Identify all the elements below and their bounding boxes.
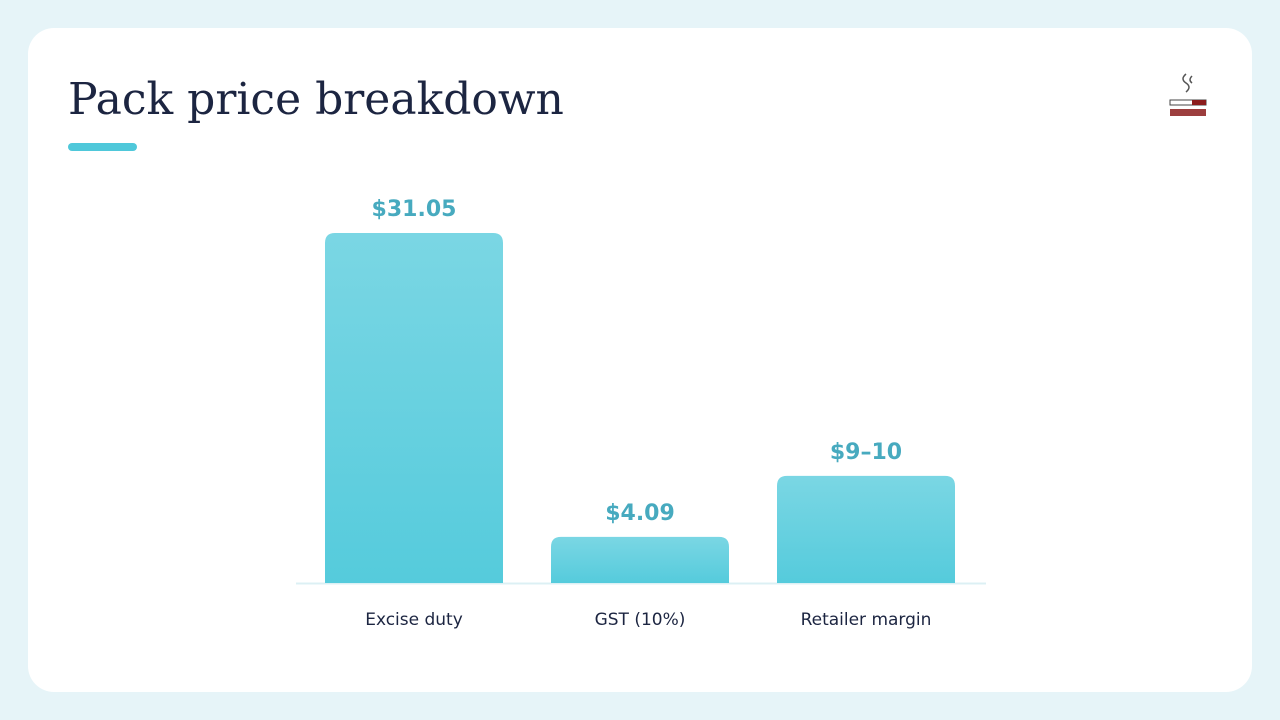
logo xyxy=(1169,73,1207,116)
value-label: $9–10 xyxy=(830,440,902,465)
bar xyxy=(551,536,729,583)
title-accent xyxy=(68,143,137,151)
value-label: $31.05 xyxy=(372,197,457,222)
x-tick-label: GST (10%) xyxy=(595,610,686,630)
bar xyxy=(325,233,503,583)
bar xyxy=(777,475,955,583)
x-tick-label: Retailer margin xyxy=(801,610,932,630)
x-tick-label: Excise duty xyxy=(365,610,463,630)
chart-title: Pack price breakdown xyxy=(68,74,564,125)
value-label: $4.09 xyxy=(605,501,675,526)
